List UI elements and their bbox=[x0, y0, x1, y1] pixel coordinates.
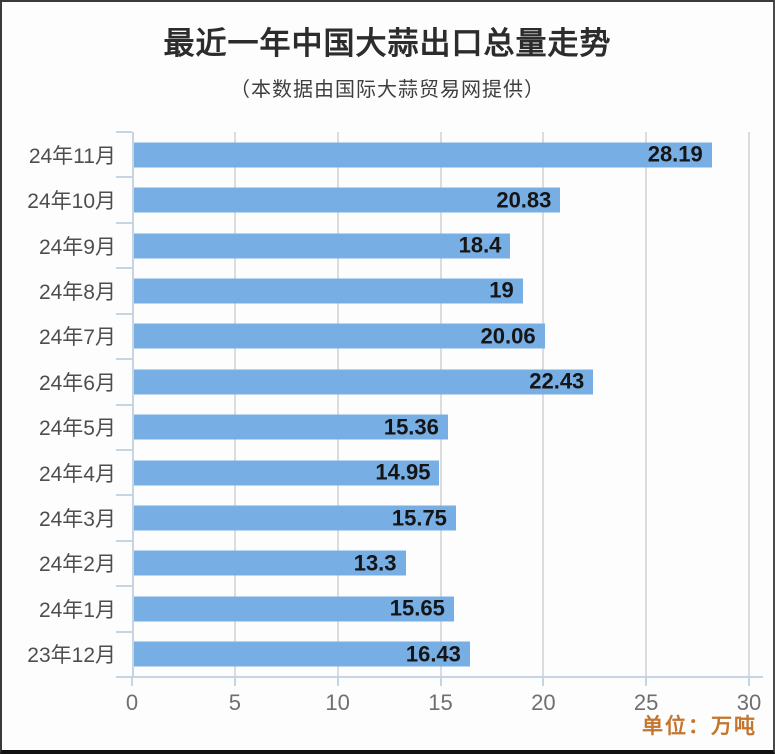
bar-value-label: 15.36 bbox=[383, 414, 439, 440]
category-label: 24年9月 bbox=[38, 235, 116, 259]
x-axis-tick-label: 25 bbox=[633, 690, 659, 715]
bar: 20.83 bbox=[132, 187, 561, 213]
category-label: 24年4月 bbox=[38, 462, 116, 486]
y-axis-tick bbox=[116, 267, 132, 270]
y-axis-tick bbox=[116, 221, 132, 224]
bar-row: 24年6月 22.43 bbox=[39, 359, 749, 404]
y-axis-tick bbox=[116, 676, 132, 678]
bar: 15.36 bbox=[132, 414, 448, 440]
x-axis-tick-label: 0 bbox=[125, 690, 139, 715]
x-axis-tick-label: 15 bbox=[428, 690, 453, 715]
gridline bbox=[645, 132, 648, 677]
y-axis-tick bbox=[116, 539, 132, 542]
bar-row: 24年1月 15.65 bbox=[39, 586, 749, 631]
y-axis-tick bbox=[116, 312, 132, 315]
bar-row: 24年3月 15.75 bbox=[39, 495, 749, 540]
category-label: 24年7月 bbox=[38, 326, 116, 350]
bar-value-label: 16.43 bbox=[405, 641, 461, 667]
bar-row: 24年11月 28.19 bbox=[29, 132, 749, 177]
gridline bbox=[233, 132, 236, 677]
bar: 19 bbox=[132, 277, 523, 304]
bar-value-label: 15.65 bbox=[389, 595, 445, 621]
bar: 18.4 bbox=[132, 232, 511, 259]
bar-rows: 24年11月 28.19 24年10月 20.83 24年9月 18.4 24年… bbox=[27, 132, 749, 677]
category-label: 24年3月 bbox=[38, 508, 116, 532]
category-label: 24年6月 bbox=[38, 371, 116, 395]
x-axis-tick bbox=[131, 677, 133, 686]
bar-row: 24年4月 14.95 bbox=[39, 450, 749, 495]
y-axis-tick bbox=[116, 176, 132, 179]
bar-row: 24年7月 20.06 bbox=[39, 314, 749, 359]
x-axis-tick bbox=[748, 677, 750, 686]
y-axis-tick bbox=[116, 403, 132, 406]
bar-row: 24年9月 18.4 bbox=[39, 223, 749, 268]
x-axis-tick bbox=[439, 677, 442, 686]
bar-value-label: 18.4 bbox=[458, 232, 502, 258]
bar: 16.43 bbox=[132, 641, 470, 667]
bar-value-label: 19 bbox=[489, 277, 514, 303]
category-label: 24年10月 bbox=[27, 190, 116, 214]
category-label: 23年12月 bbox=[27, 644, 116, 668]
x-axis-line bbox=[132, 676, 763, 678]
category-label: 24年11月 bbox=[28, 144, 116, 168]
bar-row: 23年12月 16.43 bbox=[27, 632, 749, 677]
bar: 13.3 bbox=[132, 550, 406, 576]
category-label: 24年5月 bbox=[38, 417, 116, 441]
x-axis-tick bbox=[645, 677, 648, 686]
bar: 14.95 bbox=[132, 459, 440, 486]
y-axis-tick bbox=[116, 630, 132, 633]
x-axis-tick-label: 20 bbox=[531, 690, 556, 715]
y-axis-tick bbox=[116, 448, 132, 451]
x-axis-tick bbox=[542, 677, 545, 686]
x-axis-tick bbox=[233, 677, 236, 686]
bar-value-label: 22.43 bbox=[529, 368, 585, 394]
bar-value-label: 13.3 bbox=[353, 550, 397, 576]
bar-value-label: 20.83 bbox=[496, 187, 552, 213]
bar-chart-plot-area: 0 5 10 15 20 25 30 24年11月 28.19 24年10月 20.83 2… bbox=[27, 131, 763, 715]
bar: 28.19 bbox=[132, 141, 712, 168]
bar: 20.06 bbox=[132, 323, 545, 349]
bar-value-label: 28.19 bbox=[647, 141, 703, 167]
x-axis-tick bbox=[336, 677, 339, 686]
x-axis-tick-label: 30 bbox=[736, 690, 762, 715]
bar-row: 24年2月 13.3 bbox=[39, 541, 749, 586]
bar-row: 24年8月 19 bbox=[39, 268, 749, 313]
bar: 15.65 bbox=[132, 595, 454, 622]
bar-row: 24年10月 20.83 bbox=[27, 177, 749, 222]
unit-label: 单位：万吨 bbox=[642, 715, 757, 738]
bar-value-label: 15.75 bbox=[391, 505, 447, 531]
bar: 22.43 bbox=[132, 368, 594, 395]
category-label: 24年1月 bbox=[38, 598, 116, 622]
page-subtitle: （本数据由国际大蒜贸易网提供） bbox=[230, 79, 545, 101]
gridline bbox=[748, 132, 750, 677]
gridline bbox=[336, 132, 339, 677]
category-label: 24年2月 bbox=[38, 553, 116, 577]
gridline bbox=[542, 132, 545, 677]
y-axis-tick bbox=[116, 585, 132, 588]
bar: 15.75 bbox=[132, 505, 456, 531]
y-axis-tick bbox=[116, 494, 132, 497]
page-title: 最近一年中国大蒜出口总量走势 bbox=[163, 26, 612, 61]
bar-row: 24年5月 15.36 bbox=[39, 405, 749, 450]
y-axis-tick bbox=[116, 358, 132, 361]
gridline bbox=[439, 132, 442, 677]
bar-value-label: 14.95 bbox=[375, 459, 431, 485]
bar-value-label: 20.06 bbox=[480, 323, 536, 349]
x-axis-tick-label: 10 bbox=[325, 690, 350, 715]
x-axis-tick-label: 5 bbox=[228, 690, 241, 715]
y-axis-tick bbox=[116, 131, 132, 133]
y-axis-line bbox=[132, 132, 134, 677]
category-label: 24年8月 bbox=[38, 280, 116, 304]
